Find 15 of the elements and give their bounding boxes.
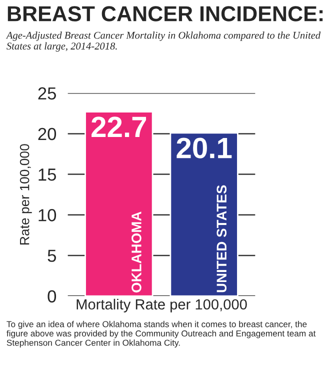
y-tick-label: 5 — [48, 250, 56, 262]
x-tick-label: UNITED STATES — [216, 185, 227, 292]
data-label: 22.7 — [92, 116, 146, 137]
y-tick-label: 10 — [38, 209, 56, 222]
y-tick-label: 15 — [38, 168, 56, 181]
y-tick-label: 20 — [38, 128, 56, 140]
data-label: 20.1 — [176, 138, 232, 158]
chart-title: BREAST CANCER INCIDENCE: — [8, 6, 323, 22]
x-tick-label: OKLAHOMA — [132, 212, 142, 292]
y-tick-label: 25 — [38, 87, 56, 100]
x-axis-title: Mortality Rate per 100,000 — [76, 298, 247, 312]
text: To give an idea of where Oklahoma stands when it comes to breast cancer, the figure above was provided by the Community Outreach and Engagement team at Stephenson Cancer Center in Oklahoma City. — [6, 320, 316, 348]
chart-subtitle: Age-Adjusted Breast Cancer Mortality in Oklahoma compared to the United States at large, 2014-2018. — [6, 32, 321, 52]
y-tick-label: 0 — [48, 290, 56, 303]
y-axis-title: Rate per 100,000 — [20, 144, 32, 244]
